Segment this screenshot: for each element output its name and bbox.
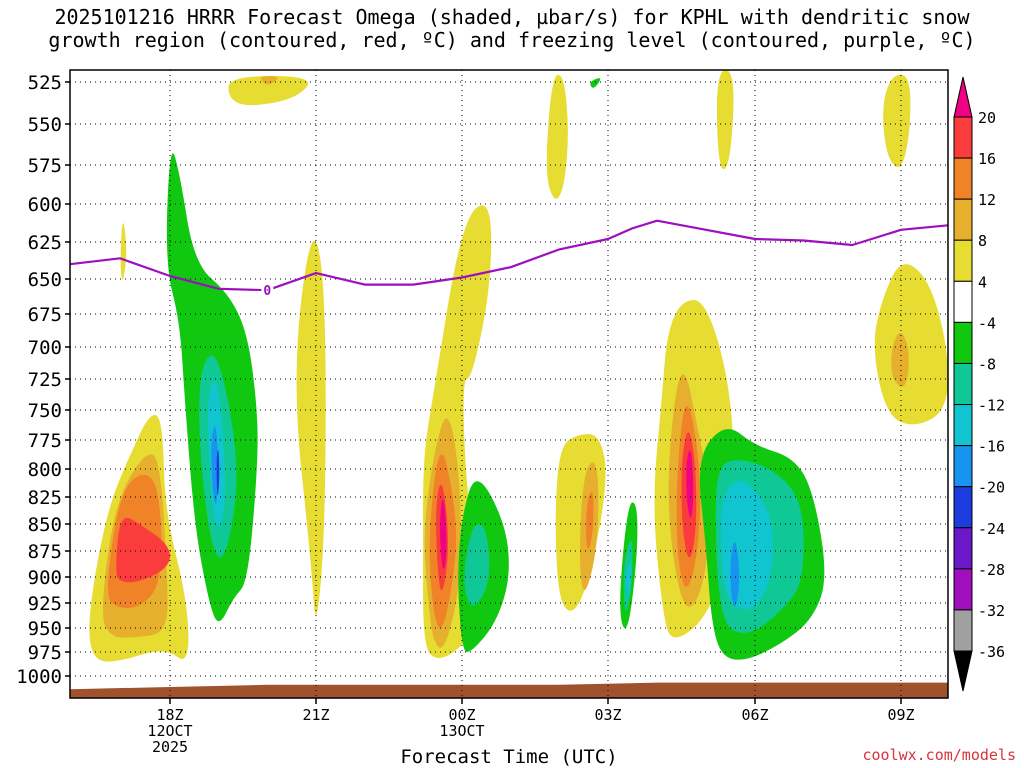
- omega-region-35: [211, 426, 219, 504]
- omega-region-15: [546, 74, 568, 199]
- colorbar-top-triangle: [953, 76, 973, 118]
- y-tick-label-800: 800: [28, 459, 62, 481]
- colorbar-label-12: -32: [978, 602, 1005, 620]
- colorbar-bottom-triangle: [953, 650, 973, 692]
- y-tick-label-525: 525: [28, 72, 62, 94]
- y-tick-label-925: 925: [28, 593, 62, 615]
- colorbar-label-7: -12: [978, 397, 1005, 415]
- freezing-level-line: [69, 219, 949, 292]
- omega-region-12: [440, 499, 447, 570]
- omega-region-4: [120, 223, 127, 280]
- x-tick-label-30-0: 06Z: [741, 706, 768, 724]
- colorbar-label-2: 12: [978, 191, 996, 209]
- colorbar-segment-5: [953, 321, 973, 364]
- omega-region-19: [590, 78, 601, 88]
- omega-region-18: [586, 491, 594, 549]
- omega-region-7: [296, 240, 326, 615]
- y-tick-label-825: 825: [28, 487, 62, 509]
- x-tick-label-18-0: 18Z: [156, 706, 183, 724]
- colorbar-segment-10: [953, 527, 973, 570]
- credit-link[interactable]: coolwx.com/models: [862, 746, 1016, 764]
- omega-region-27: [686, 450, 694, 518]
- colorbar-label-4: 4: [978, 273, 987, 291]
- ground-surface: [70, 682, 948, 698]
- y-tick-label-900: 900: [28, 567, 62, 589]
- colorbar-segment-3: [953, 239, 973, 282]
- x-tick-label-27-0: 03Z: [594, 706, 621, 724]
- chart-title: 2025101216 HRRR Forecast Omega (shaded, …: [0, 6, 1024, 52]
- freezing-level-layer: 0: [69, 219, 949, 299]
- y-tick-label-625: 625: [28, 232, 62, 254]
- colorbar-segment-2: [953, 198, 973, 241]
- y-tick-label-750: 750: [28, 400, 62, 422]
- y-tick-label-875: 875: [28, 541, 62, 563]
- omega-region-29: [883, 74, 911, 168]
- omega-region-31: [891, 332, 909, 387]
- colorbar-segment-0: [953, 116, 973, 159]
- omega-region-30: [874, 264, 948, 425]
- colorbar: 20 16 12 8 4 -4 -8 -12 -16 -20 -24 -28 -32 -36: [953, 76, 1005, 692]
- colorbar-label-9: -20: [978, 479, 1005, 497]
- y-tick-label-950: 950: [28, 618, 62, 640]
- y-tick-label-1000: 1000: [16, 666, 62, 688]
- x-tick-label-21-0: 21Z: [302, 706, 329, 724]
- freezing-level-label: 0: [263, 284, 271, 299]
- colorbar-segment-1: [953, 157, 973, 200]
- colorbar-label-10: -24: [978, 520, 1005, 538]
- omega-fill-layer: [89, 70, 948, 662]
- omega-region-3: [116, 517, 170, 583]
- colorbar-segment-11: [953, 568, 973, 611]
- y-tick-label-775: 775: [28, 430, 62, 452]
- x-tick-label-33-0: 09Z: [887, 706, 914, 724]
- x-tick-label-24-0: 00Z: [448, 706, 475, 724]
- colorbar-label-3: 8: [978, 232, 987, 250]
- omega-region-14: [464, 524, 490, 606]
- colorbar-segment-4: [953, 280, 973, 323]
- colorbar-label-5: -4: [978, 314, 996, 332]
- y-tick-label-850: 850: [28, 514, 62, 536]
- x-tick-label-18-1: 12OCT: [147, 722, 192, 740]
- y-tick-label-725: 725: [28, 369, 62, 391]
- ground-layer: [70, 682, 948, 698]
- plot-frame: [69, 69, 949, 699]
- colorbar-label-8: -16: [978, 438, 1005, 456]
- x-axis-label: Forecast Time (UTC): [400, 746, 618, 768]
- omega-region-22: [625, 563, 632, 595]
- colorbar-label-13: -36: [978, 643, 1005, 661]
- freezing-level-label-bg: [261, 282, 274, 299]
- colorbar-segment-12: [953, 609, 973, 652]
- y-tick-label-550: 550: [28, 114, 62, 136]
- colorbar-segment-9: [953, 486, 973, 529]
- colorbar-segment-6: [953, 362, 973, 406]
- y-tick-label-700: 700: [28, 337, 62, 359]
- omega-region-28: [716, 70, 734, 170]
- x-tick-label-18-2: 2025: [152, 738, 188, 756]
- omega-region-5: [228, 76, 309, 106]
- omega-region-16: [555, 434, 606, 611]
- plot-frame-layer: [69, 69, 949, 699]
- y-tick-label-975: 975: [28, 642, 62, 664]
- chart-title-line-1: 2025101216 HRRR Forecast Omega (shaded, …: [54, 5, 970, 29]
- y-tick-label-650: 650: [28, 269, 62, 291]
- x-tick-label-24-1: 13OCT: [439, 722, 484, 740]
- colorbar-label-0: 20: [978, 109, 996, 127]
- y-tick-label-600: 600: [28, 194, 62, 216]
- colorbar-label-1: 16: [978, 150, 996, 168]
- omega-region-40: [730, 541, 740, 607]
- y-axis: 525 550 575 600 625 650 675 700 725 750 775 800 825 8…: [16, 72, 70, 688]
- y-tick-label-675: 675: [28, 304, 62, 326]
- omega-region-36: [216, 450, 220, 495]
- colorbar-segment-8: [953, 445, 973, 488]
- colorbar-label-6: -8: [978, 355, 996, 373]
- y-tick-label-575: 575: [28, 155, 62, 177]
- colorbar-label-11: -28: [978, 561, 1005, 579]
- colorbar-segment-7: [953, 404, 973, 447]
- chart-title-line-2: growth region (contoured, red, ºC) and f…: [48, 28, 976, 52]
